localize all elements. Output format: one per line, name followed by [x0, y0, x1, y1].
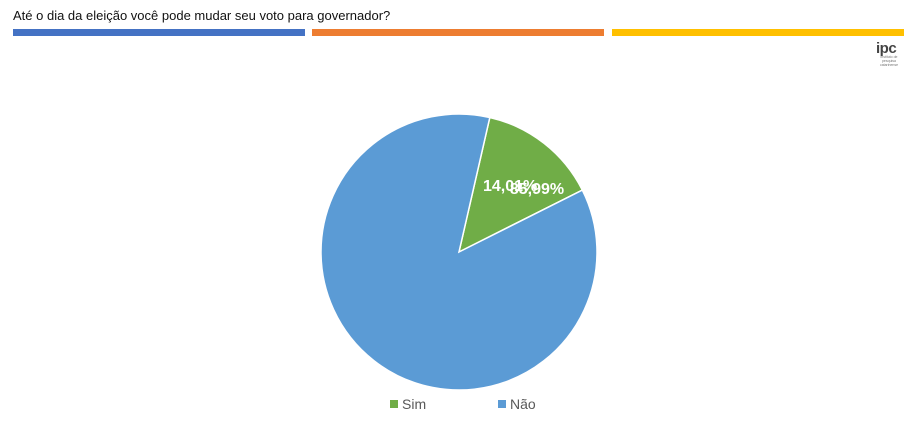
legend-item-sim: Sim: [390, 396, 426, 412]
logo-mark: ipc: [876, 40, 897, 57]
ipc-logo: ipc instituto de pesquisa catarinense: [872, 40, 906, 70]
pie-data-label-nao: 85,99%: [510, 181, 564, 198]
legend-swatch-sim: [390, 400, 398, 408]
legend-label-sim: Sim: [402, 396, 427, 412]
chart-legend: Sim Não: [0, 396, 920, 414]
header-bar-orange: [312, 29, 604, 36]
chart-question-title: Até o dia da eleição você pode mudar seu…: [13, 8, 391, 23]
legend-label-nao: Não: [510, 396, 536, 412]
logo-subtitle: instituto de pesquisa catarinense: [879, 55, 899, 67]
pie-slice-sim: [457, 116, 584, 254]
header-bar-yellow: [612, 29, 904, 36]
legend-swatch-nao: [498, 400, 506, 408]
pie-data-label-sim: 14,01%: [483, 178, 537, 195]
header-bar-blue: [13, 29, 305, 36]
legend-item-nao: Não: [498, 396, 536, 412]
pie-slice-nao: [320, 113, 598, 391]
